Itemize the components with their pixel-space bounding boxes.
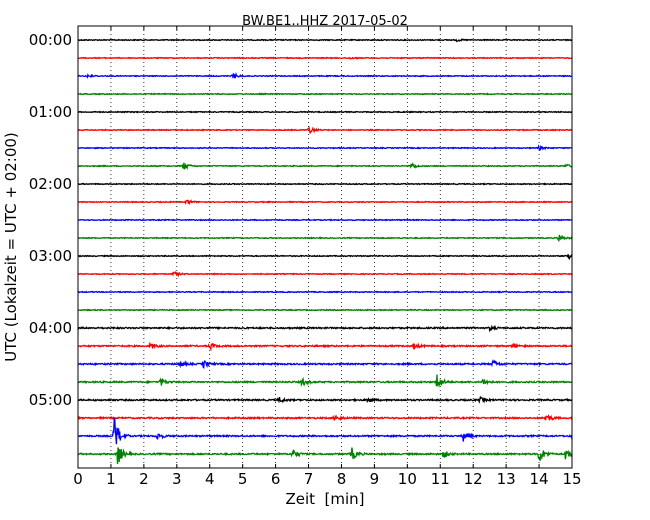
trace-line-0000 <box>78 38 572 43</box>
trace-line-0400 <box>78 324 572 333</box>
x-tick-label: 11 <box>431 470 450 488</box>
x-tick-label: 2 <box>139 470 149 488</box>
trace-line-0415 <box>78 341 572 352</box>
y-tick-label: 01:00 <box>29 103 72 121</box>
x-tick-label: 14 <box>530 470 549 488</box>
y-tick-label: 00:00 <box>29 31 72 49</box>
x-tick-label: 1 <box>106 470 116 488</box>
y-tick-label: 02:00 <box>29 175 72 193</box>
plot-frame <box>77 25 573 469</box>
trace-line-0200 <box>78 182 572 186</box>
x-tick-label: 7 <box>304 470 314 488</box>
x-tick-label: 4 <box>205 470 215 488</box>
y-tick-label: 04:00 <box>29 319 72 337</box>
x-tick-label: 6 <box>271 470 281 488</box>
vertical-grid <box>110 26 540 468</box>
x-tick-label: 9 <box>370 470 380 488</box>
axis-ticks: 0 1 2 3 4 5 6 7 8 9 10 11 12 13 14 1500:0001:0002:0003:… <box>29 26 582 488</box>
x-tick-label: 3 <box>172 470 182 488</box>
trace-line-0100 <box>78 110 572 114</box>
trace-line-0215 <box>78 199 572 206</box>
trace-line-0030 <box>78 71 572 80</box>
x-axis-label: Zeit [min] <box>285 490 364 508</box>
trace-lines <box>78 38 572 465</box>
x-tick-label: 0 <box>73 470 83 488</box>
trace-line-0445 <box>78 374 572 388</box>
chart-title: BW.BE1..HHZ 2017-05-02 <box>242 14 408 29</box>
trace-line-0500 <box>78 395 572 405</box>
trace-line-0315 <box>78 270 572 278</box>
trace-line-0145 <box>78 161 572 170</box>
x-tick-label: 10 <box>398 470 417 488</box>
y-axis-label: UTC (Lokalzeit = UTC + 02:00) <box>2 132 20 362</box>
trace-line-0230 <box>78 218 572 222</box>
y-tick-label: 03:00 <box>29 247 72 265</box>
trace-line-0115 <box>78 125 572 134</box>
x-tick-label: 5 <box>238 470 248 488</box>
trace-line-0515 <box>78 413 572 421</box>
trace-line-0045 <box>78 92 572 96</box>
x-tick-label: 8 <box>337 470 347 488</box>
x-tick-label: 12 <box>464 470 483 488</box>
trace-line-0330 <box>78 290 572 294</box>
trace-line-0530 <box>78 416 572 445</box>
trace-line-0545 <box>78 447 572 465</box>
trace-line-0345 <box>78 308 572 312</box>
trace-line-0130 <box>78 144 572 151</box>
trace-line-0245 <box>78 234 572 242</box>
x-tick-label: 13 <box>497 470 516 488</box>
trace-line-0430 <box>78 358 572 370</box>
x-tick-label: 15 <box>562 470 581 488</box>
trace-line-0300 <box>78 254 572 261</box>
y-tick-label: 05:00 <box>29 391 72 409</box>
trace-line-0015 <box>78 56 572 60</box>
